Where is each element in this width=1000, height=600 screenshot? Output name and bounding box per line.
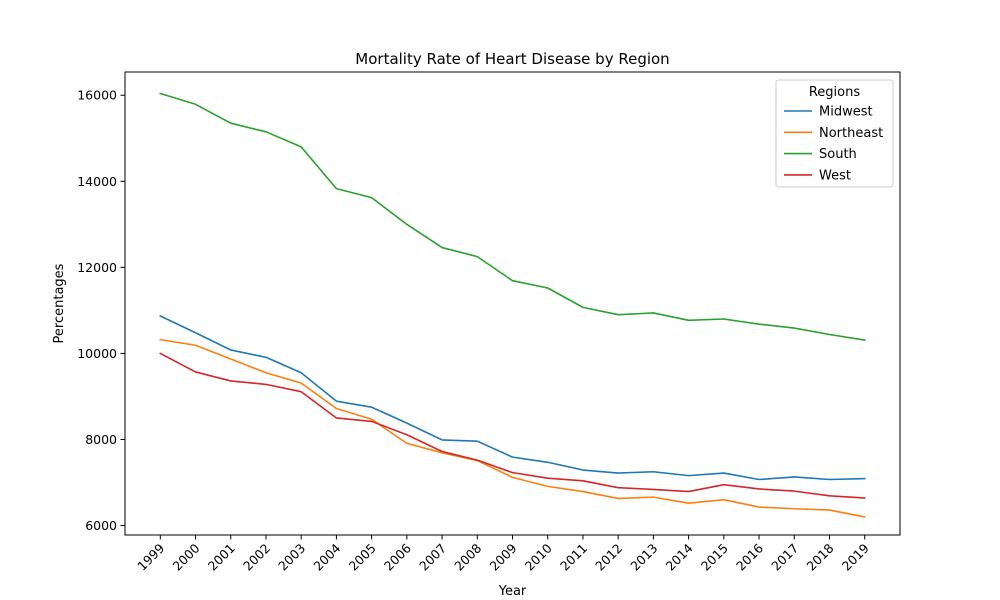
y-tick-label: 8000 <box>85 432 117 447</box>
legend-title: Regions <box>809 85 861 100</box>
legend-label-northeast: Northeast <box>819 126 883 141</box>
chart-title: Mortality Rate of Heart Disease by Regio… <box>355 50 669 68</box>
series-line-south <box>159 92 866 341</box>
series-line-northeast <box>159 338 866 518</box>
axes-frame <box>124 71 901 536</box>
y-tick-label: 6000 <box>85 518 117 533</box>
x-axis-label: Year <box>498 584 527 599</box>
series-line-west <box>159 352 866 499</box>
series-line-midwest <box>159 314 866 481</box>
legend-box <box>775 79 894 188</box>
legend: Regions Midwest Northeast South West <box>775 79 894 188</box>
y-tick-label: 10000 <box>77 346 117 361</box>
y-tick-label: 12000 <box>77 260 117 275</box>
y-tick-label: 16000 <box>77 88 117 103</box>
legend-label-south: South <box>819 147 857 162</box>
y-axis-label: Percentages <box>52 263 67 343</box>
legend-label-midwest: Midwest <box>819 105 873 120</box>
legend-label-west: West <box>819 168 851 183</box>
y-tick-label: 14000 <box>77 174 117 189</box>
